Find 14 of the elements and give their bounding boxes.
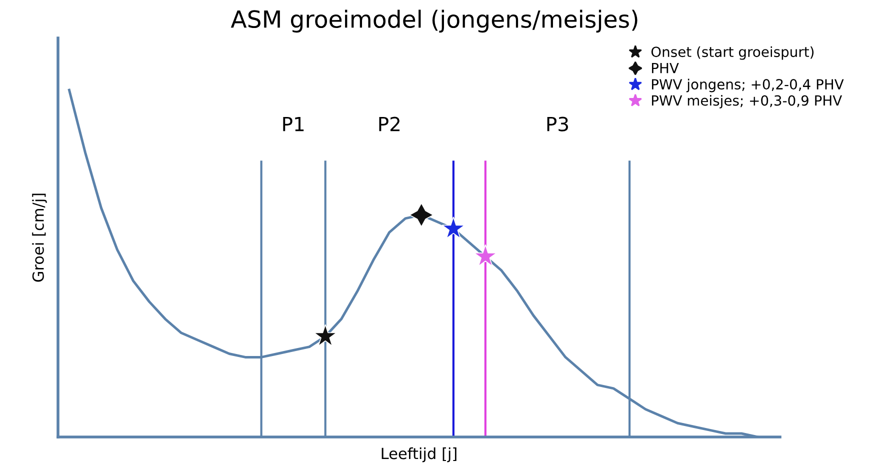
- point: [314, 324, 337, 346]
- chart-title: ASM groeimodel (jongens/meisjes): [230, 10, 638, 33]
- legend-label: PWV meisjes; +0,3-0,9 PHV: [652, 94, 842, 108]
- y-axis-title: Groei [cm/j]: [32, 194, 47, 282]
- point: [442, 216, 466, 239]
- point: [409, 202, 434, 228]
- legend-label: PHV: [652, 62, 679, 74]
- point: [474, 244, 498, 267]
- legend-label: Onset (start groeispurt): [651, 46, 814, 60]
- annotation: P3: [547, 116, 568, 132]
- legend-label: PWV jongens; +0,2-0,4 PHV: [652, 78, 844, 92]
- x-axis-title: Leeftijd [j]: [382, 447, 456, 462]
- annotation: P1: [283, 116, 304, 132]
- annotation: P2: [379, 116, 400, 132]
